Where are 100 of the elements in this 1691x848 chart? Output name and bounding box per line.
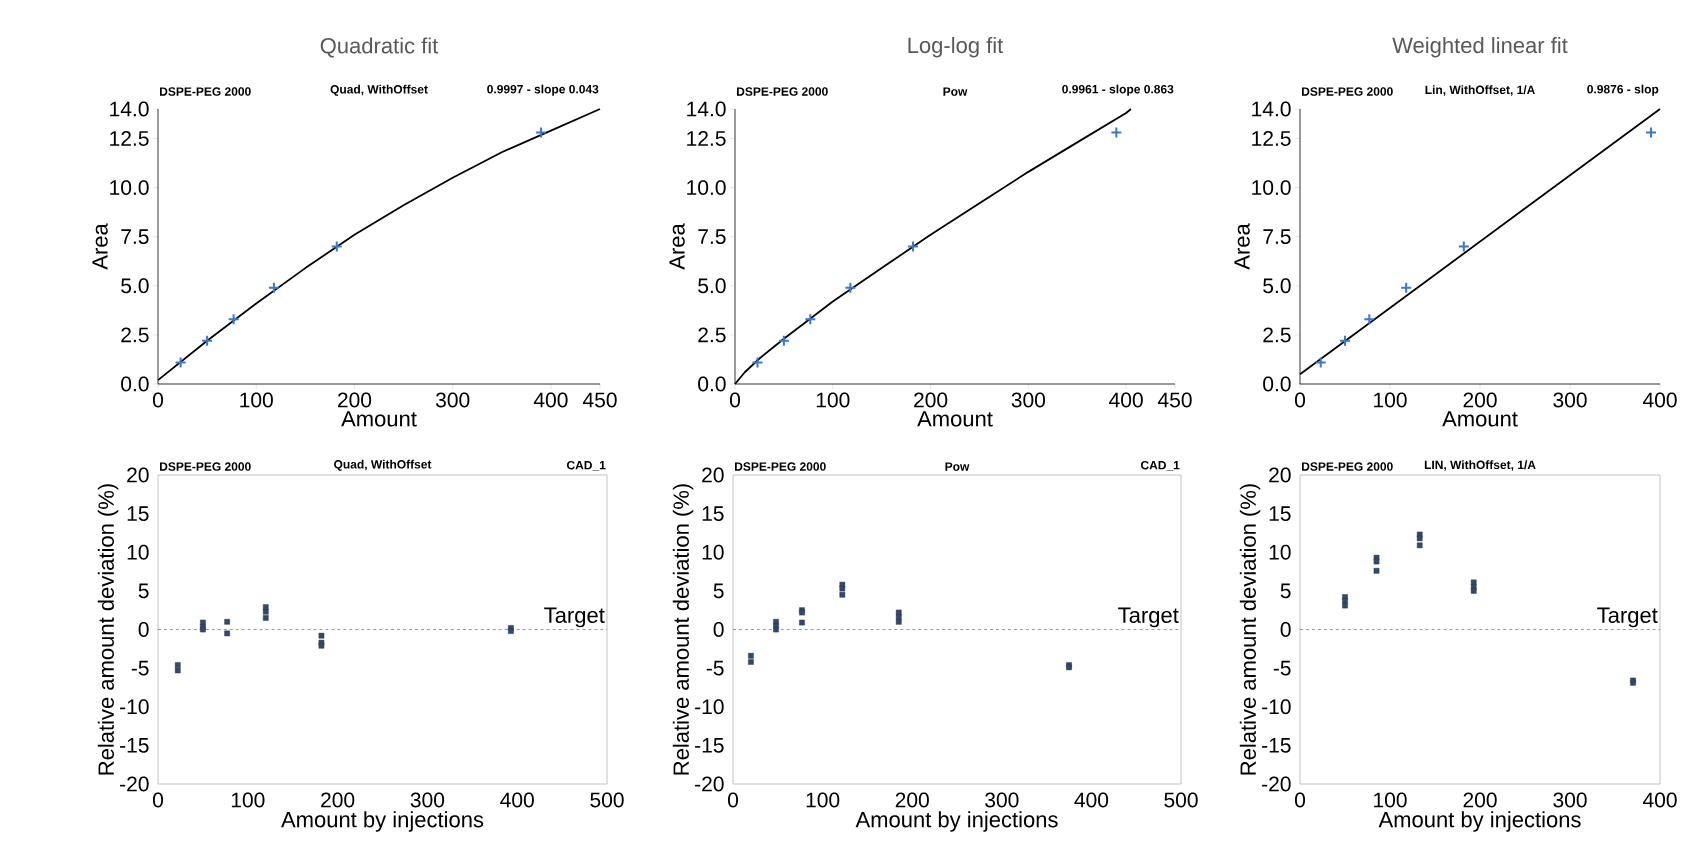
y-tick-label: -5 bbox=[706, 660, 724, 676]
text: Pow bbox=[943, 87, 968, 96]
x-tick-label: 300 bbox=[1011, 392, 1046, 408]
y-tick-label: 5 bbox=[713, 583, 724, 599]
text: Quad, WithOffset bbox=[330, 84, 428, 96]
y-tick-label: 5 bbox=[138, 583, 149, 599]
text: DSPE-PEG 2000 bbox=[160, 462, 251, 471]
y-tick-label: 14.0 bbox=[1252, 101, 1291, 117]
y-tick-label: 12.5 bbox=[110, 131, 149, 146]
ref-line-label: Target bbox=[1118, 607, 1179, 628]
x-axis-title: Amount by injections bbox=[1378, 811, 1581, 832]
x-tick-label: 300 bbox=[410, 792, 445, 808]
x-tick-label: 0 bbox=[152, 792, 164, 808]
y-tick-label: 20 bbox=[702, 467, 724, 483]
x-tick-label: 0 bbox=[1295, 392, 1306, 408]
y-tick-label: -15 bbox=[1262, 738, 1291, 753]
y-tick-label: 0 bbox=[138, 622, 149, 637]
text: DSPE-PEG 2000 bbox=[735, 462, 826, 471]
x-tick-label: 100 bbox=[240, 392, 273, 408]
text: DSPE-PEG 2000 bbox=[1302, 87, 1393, 96]
chart-title: Weighted linear fit bbox=[1392, 36, 1568, 58]
x-tick-label: 200 bbox=[895, 792, 929, 808]
y-tick-label: 2.5 bbox=[1263, 327, 1291, 343]
y-tick-label: 10 bbox=[1269, 544, 1291, 560]
x-axis-title: Amount bbox=[1442, 411, 1518, 427]
y-tick-label: -20 bbox=[695, 776, 724, 792]
y-tick-label: 14.0 bbox=[110, 101, 149, 117]
y-axis-title: Area bbox=[92, 223, 108, 270]
x-tick-label: 0 bbox=[152, 392, 164, 408]
y-tick-label: 14.0 bbox=[687, 101, 726, 117]
y-tick-label: -10 bbox=[1262, 699, 1291, 715]
x-axis-title: Amount by injections bbox=[281, 811, 484, 832]
x-tick-label: 450 bbox=[582, 392, 617, 408]
y-tick-label: 0.0 bbox=[1263, 376, 1291, 392]
x-tick-label: 100 bbox=[1374, 792, 1407, 808]
y-tick-label: 7.5 bbox=[698, 229, 726, 245]
y-tick-label: 5.0 bbox=[698, 278, 726, 294]
text: Quad, WithOffset bbox=[334, 459, 432, 471]
ref-line-label: Target bbox=[544, 607, 605, 628]
y-axis-title: Relative amount deviation (%) bbox=[97, 484, 119, 775]
x-tick-label: 400 bbox=[1074, 792, 1109, 808]
x-axis-title: Amount bbox=[917, 411, 993, 427]
x-tick-label: 300 bbox=[985, 792, 1019, 808]
y-tick-label: 12.5 bbox=[687, 131, 726, 146]
x-tick-label: 300 bbox=[435, 392, 470, 408]
text: Pow bbox=[945, 462, 970, 471]
x-tick-label: 200 bbox=[1463, 392, 1497, 408]
text: 0.9876 - slop bbox=[1587, 84, 1659, 96]
y-tick-label: 15 bbox=[127, 506, 149, 521]
y-tick-label: 15 bbox=[1269, 506, 1291, 521]
y-tick-label: 20 bbox=[1269, 467, 1291, 483]
x-tick-label: 400 bbox=[533, 392, 568, 408]
y-tick-label: -15 bbox=[695, 738, 724, 753]
y-tick-label: 2.5 bbox=[698, 327, 726, 343]
y-tick-label: 10 bbox=[702, 544, 724, 560]
text: LIN, WithOffset, 1/A bbox=[1424, 460, 1536, 471]
y-axis-title: Area bbox=[669, 223, 685, 270]
y-tick-label: 5.0 bbox=[1263, 278, 1291, 294]
x-tick-label: 200 bbox=[914, 392, 948, 408]
x-axis-title: Amount by injections bbox=[855, 811, 1058, 832]
x-tick-label: 400 bbox=[500, 792, 534, 808]
text: 0.9961 - slope 0.863 bbox=[1062, 84, 1174, 96]
chart-title: Log-log fit bbox=[908, 36, 1004, 58]
x-tick-label: 100 bbox=[806, 792, 840, 808]
x-tick-label: 100 bbox=[231, 792, 265, 808]
x-tick-label: 450 bbox=[1157, 392, 1192, 408]
y-tick-label: 10 bbox=[127, 544, 149, 560]
text: CAD_1 bbox=[1140, 460, 1180, 471]
y-tick-label: 0 bbox=[713, 622, 724, 637]
y-tick-label: 7.5 bbox=[121, 229, 149, 245]
text: DSPE-PEG 2000 bbox=[1302, 462, 1393, 471]
y-tick-label: 5.0 bbox=[121, 278, 149, 294]
y-tick-label: 15 bbox=[702, 506, 724, 521]
y-tick-label: 10.0 bbox=[687, 180, 726, 196]
x-tick-label: 0 bbox=[730, 392, 741, 408]
x-tick-label: 400 bbox=[1642, 392, 1677, 408]
y-tick-label: 5 bbox=[1280, 583, 1291, 599]
y-axis-title: Relative amount deviation (%) bbox=[672, 484, 694, 775]
x-tick-label: 100 bbox=[816, 392, 850, 408]
x-tick-label: 300 bbox=[1553, 392, 1587, 408]
text: DSPE-PEG 2000 bbox=[160, 87, 251, 96]
y-tick-label: 20 bbox=[127, 467, 149, 483]
y-tick-label: -5 bbox=[131, 660, 149, 676]
y-tick-label: -10 bbox=[695, 699, 724, 715]
y-tick-label: 2.5 bbox=[121, 327, 149, 343]
y-tick-label: 0.0 bbox=[698, 376, 726, 392]
x-tick-label: 0 bbox=[1295, 792, 1306, 808]
x-tick-label: 200 bbox=[337, 392, 372, 408]
y-tick-label: -15 bbox=[120, 738, 149, 753]
x-tick-label: 200 bbox=[321, 792, 355, 808]
y-tick-label: 7.5 bbox=[1263, 229, 1291, 245]
x-tick-label: 500 bbox=[1164, 792, 1198, 808]
y-tick-label: -20 bbox=[120, 776, 149, 792]
text: DSPE-PEG 2000 bbox=[737, 87, 828, 96]
y-tick-label: -5 bbox=[1273, 660, 1291, 676]
chart-title: Quadratic fit bbox=[320, 37, 439, 58]
y-tick-label: 0 bbox=[1280, 622, 1291, 637]
ref-line-label: Target bbox=[1597, 607, 1658, 628]
x-axis-title: Amount bbox=[341, 411, 417, 427]
x-tick-label: 400 bbox=[1109, 392, 1143, 408]
